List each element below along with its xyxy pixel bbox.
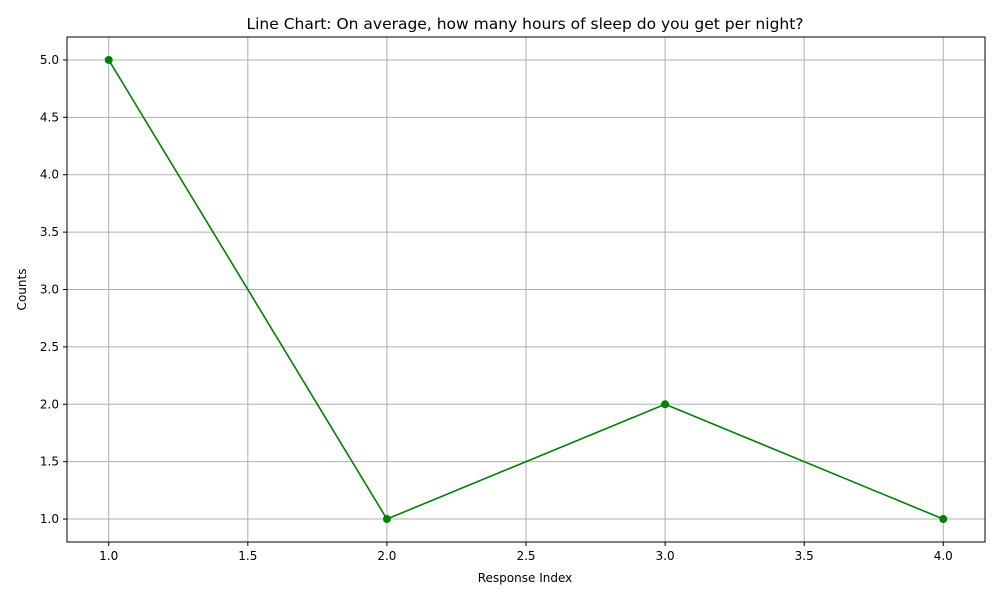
series-layer — [104, 55, 948, 524]
y-tick-label: 1.5 — [40, 455, 59, 469]
x-tick-label: 1.5 — [238, 549, 257, 563]
y-tick-label: 1.0 — [40, 512, 59, 526]
x-tick-label: 2.0 — [377, 549, 396, 563]
y-axis: 1.0 1.5 2.0 2.5 3.0 3.5 4.0 4.5 5.0 — [40, 53, 67, 526]
y-axis-label: Counts — [15, 269, 29, 311]
y-tick-label: 4.5 — [40, 110, 59, 124]
data-point — [104, 55, 113, 64]
y-tick-label: 2.5 — [40, 340, 59, 354]
x-tick-label: 2.5 — [516, 549, 535, 563]
x-tick-label: 3.5 — [795, 549, 814, 563]
x-axis: 1.0 1.5 2.0 2.5 3.0 3.5 4.0 — [99, 542, 953, 563]
grid-lines — [67, 37, 985, 542]
data-point — [939, 515, 948, 524]
x-tick-label: 1.0 — [99, 549, 118, 563]
y-tick-label: 4.0 — [40, 168, 59, 182]
y-tick-label: 2.0 — [40, 397, 59, 411]
x-axis-label: Response Index — [478, 571, 572, 585]
y-tick-label: 3.5 — [40, 225, 59, 239]
x-tick-label: 4.0 — [934, 549, 953, 563]
data-point — [382, 515, 391, 524]
series-line — [108, 59, 944, 521]
chart-title: Line Chart: On average, how many hours o… — [246, 15, 803, 33]
y-tick-label: 3.0 — [40, 283, 59, 297]
x-tick-label: 3.0 — [656, 549, 675, 563]
y-tick-label: 5.0 — [40, 53, 59, 67]
data-point — [661, 400, 670, 409]
